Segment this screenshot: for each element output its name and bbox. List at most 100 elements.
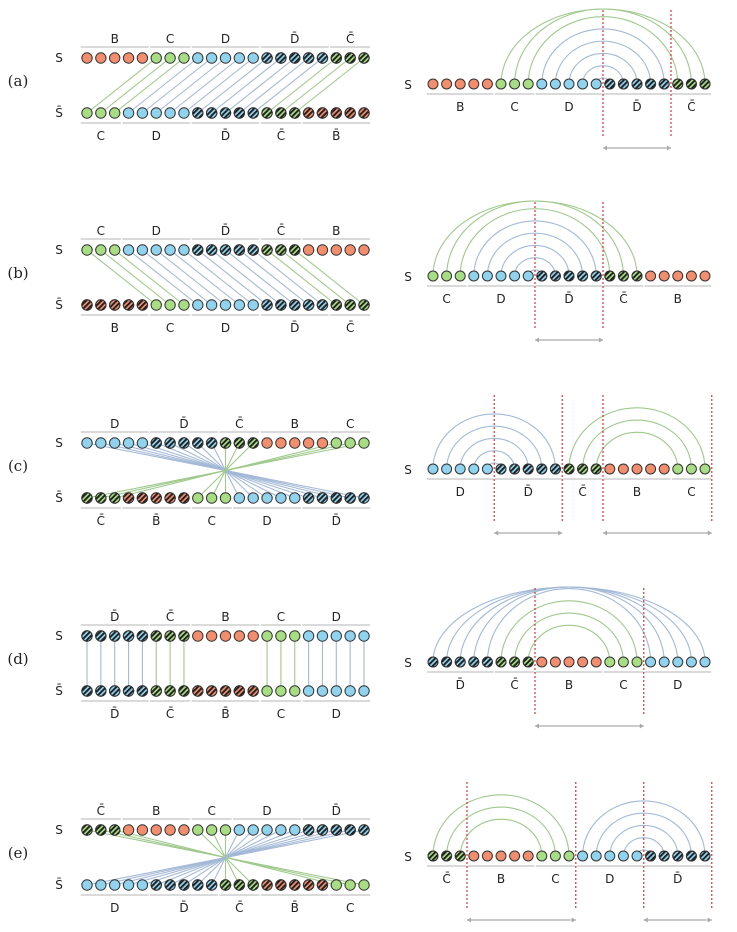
bead-fill — [590, 656, 602, 668]
bead-hatch — [150, 492, 162, 504]
strand-label-s: S — [404, 656, 412, 670]
bead-hatch — [289, 107, 301, 119]
segment-label: D̄ — [673, 872, 682, 886]
bead — [219, 52, 232, 64]
bead — [247, 630, 259, 642]
bead — [136, 492, 149, 504]
bead-fill — [699, 270, 711, 282]
segment-label: B — [456, 100, 464, 114]
bead — [109, 879, 121, 891]
bead — [358, 824, 370, 836]
fold-arc — [527, 16, 679, 85]
bead-fill — [699, 656, 711, 668]
bead-hatch — [247, 437, 259, 449]
bead — [81, 879, 93, 891]
bead-fill — [289, 437, 301, 449]
link-line — [239, 249, 309, 306]
bead — [192, 685, 204, 697]
segment-label: D — [152, 224, 161, 238]
bead-hatch — [233, 685, 246, 697]
bead-hatch — [658, 78, 670, 90]
bead — [109, 52, 121, 64]
bead — [509, 463, 521, 475]
segment-label: D̄ — [110, 707, 119, 721]
bead — [192, 630, 204, 642]
bead — [577, 656, 589, 668]
bead — [95, 630, 107, 642]
bead — [192, 824, 204, 836]
link-line — [280, 249, 351, 306]
segment-label: D̄ — [221, 129, 230, 143]
bead-fill — [164, 107, 176, 119]
bead — [275, 437, 287, 449]
fold-arc — [568, 407, 706, 470]
bead-hatch — [358, 52, 370, 64]
bead — [275, 299, 287, 311]
bead-fill — [109, 879, 121, 891]
bead-fill — [136, 244, 149, 256]
bead — [302, 492, 315, 504]
bead — [247, 244, 259, 256]
bead-hatch — [454, 656, 466, 668]
bead — [358, 107, 370, 119]
bead-fill — [275, 824, 287, 836]
strand-label-sbar: S̄ — [55, 491, 63, 505]
bead-fill — [122, 437, 135, 449]
bead — [205, 685, 218, 697]
bead-fill — [233, 299, 246, 311]
bead — [150, 437, 162, 449]
bead-hatch — [522, 656, 534, 668]
bead-fill — [95, 437, 107, 449]
fold-arc — [432, 413, 556, 470]
bead — [122, 492, 135, 504]
bead-fill — [275, 492, 287, 504]
bead — [344, 630, 356, 642]
bead-fill — [441, 270, 453, 282]
bead-hatch — [344, 52, 356, 64]
bead — [344, 492, 356, 504]
bead-fill — [672, 656, 684, 668]
bead-hatch — [468, 656, 480, 668]
bead — [344, 437, 356, 449]
fold-arc — [568, 52, 638, 85]
bead-hatch — [330, 492, 342, 504]
bead-fill — [164, 299, 176, 311]
bead — [122, 437, 135, 449]
bead — [289, 824, 301, 836]
bead — [192, 879, 204, 891]
bead — [122, 879, 135, 891]
bead — [205, 107, 218, 119]
bead-fill — [617, 463, 629, 475]
bead-hatch — [95, 630, 107, 642]
bead-fill — [219, 630, 232, 642]
fold-arc — [514, 612, 624, 663]
bead-hatch — [205, 107, 218, 119]
bead-fill — [481, 78, 493, 90]
bead-fill — [289, 492, 301, 504]
bead — [590, 463, 602, 475]
bead — [233, 299, 246, 311]
link-line — [266, 249, 337, 306]
bead-fill — [302, 244, 315, 256]
segment-label: D — [262, 514, 271, 528]
bead-hatch — [289, 299, 301, 311]
bead — [261, 107, 273, 119]
bead-fill — [645, 270, 657, 282]
bead-hatch — [81, 824, 93, 836]
strand-label-s: S — [55, 436, 63, 450]
strand-label-sbar: S̄ — [55, 106, 63, 120]
bead-fill — [495, 850, 507, 862]
bead — [330, 437, 342, 449]
bead-fill — [427, 270, 439, 282]
bead — [122, 107, 135, 119]
bead — [330, 52, 342, 64]
bead-fill — [219, 824, 232, 836]
bead-hatch — [302, 107, 315, 119]
strand-label-s: S — [404, 78, 412, 92]
bead — [699, 463, 711, 475]
bead-fill — [590, 850, 602, 862]
bead — [522, 656, 534, 668]
segment-label: C — [277, 707, 285, 721]
panel-label: (e) — [8, 844, 29, 862]
bead-hatch — [192, 437, 204, 449]
